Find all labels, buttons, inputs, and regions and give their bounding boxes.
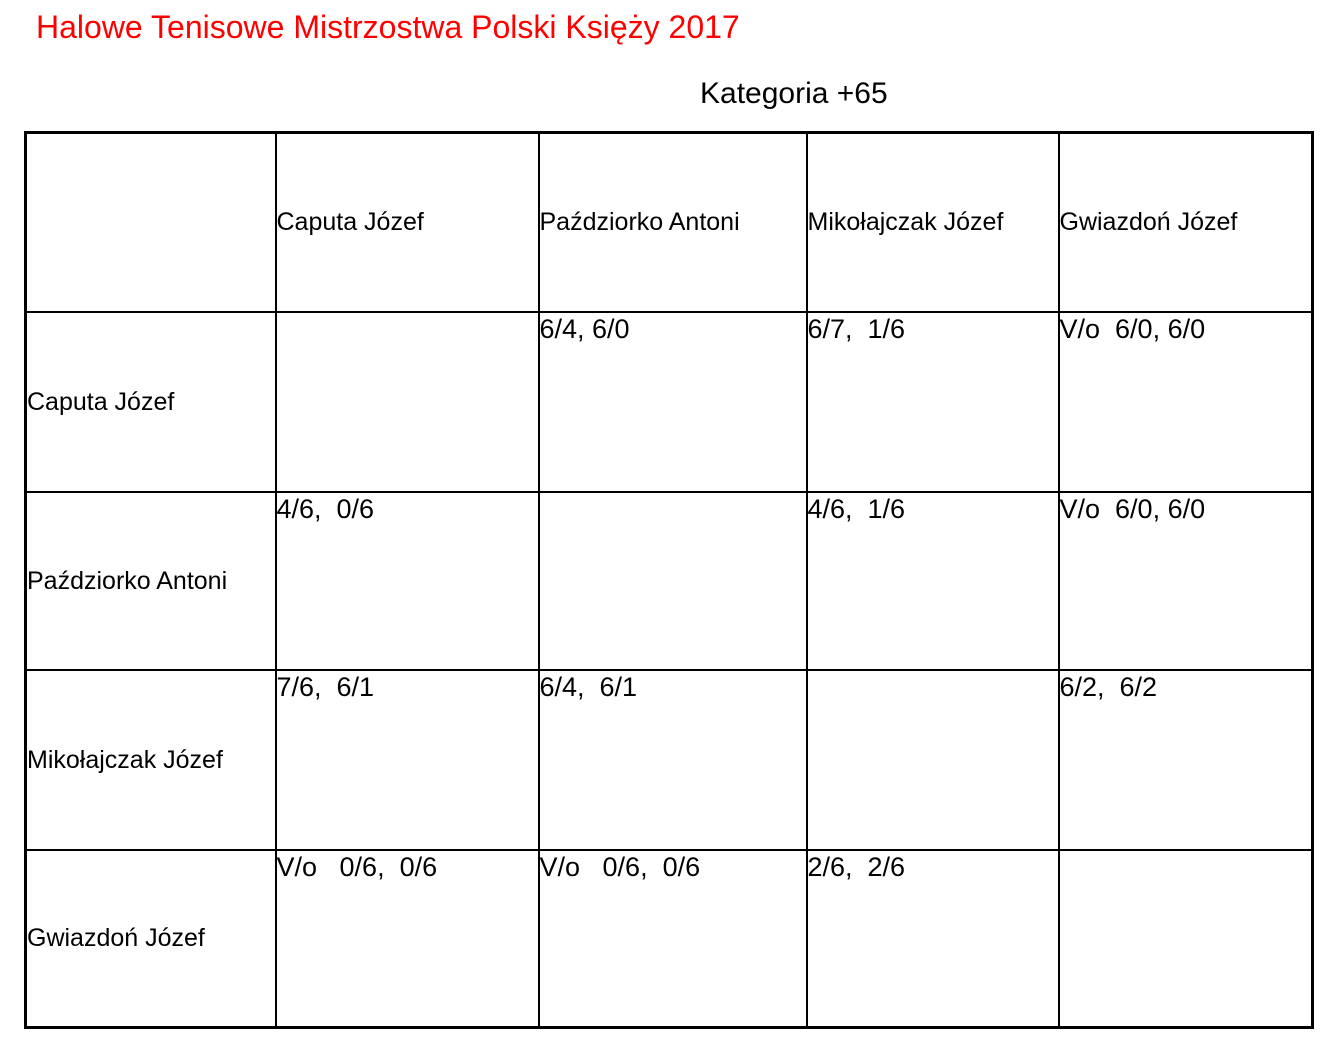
score-pazdziorko-vs-caputa: 4/6, 0/6 (274, 490, 540, 671)
corner-cell (24, 131, 277, 313)
score-gwiazdon-vs-pazdziorko: V/o 0/6, 0/6 (537, 848, 808, 1029)
diagonal-cell-caputa (274, 310, 540, 493)
diagonal-cell-pazdziorko (537, 490, 808, 671)
category-heading: Kategoria +65 (700, 77, 888, 110)
row-pazdziorko-antoni: Paździorko Antoni 4/6, 0/6 4/6, 1/6 V/o … (24, 490, 1314, 671)
row-label-gwiazdon-jozef: Gwiazdoń Józef (24, 848, 277, 1029)
diagonal-cell-gwiazdon (1057, 848, 1314, 1029)
col-header-caputa-jozef: Caputa Józef (274, 131, 540, 313)
row-mikolajczak-jozef: Mikołajczak Józef 7/6, 6/1 6/4, 6/1 6/2,… (24, 668, 1314, 851)
row-caputa-jozef: Caputa Józef 6/4, 6/0 6/7, 1/6 V/o 6/0, … (24, 310, 1314, 493)
diagonal-cell-mikolajczak (805, 668, 1060, 851)
score-mikolajczak-vs-caputa: 7/6, 6/1 (274, 668, 540, 851)
score-caputa-vs-gwiazdon: V/o 6/0, 6/0 (1057, 310, 1314, 493)
col-header-mikolajczak-jozef: Mikołajczak Józef (805, 131, 1060, 313)
page-title: Halowe Tenisowe Mistrzostwa Polski Księż… (36, 9, 740, 45)
score-caputa-vs-mikolajczak: 6/7, 1/6 (805, 310, 1060, 493)
row-gwiazdon-jozef: Gwiazdoń Józef V/o 0/6, 0/6 V/o 0/6, 0/6… (24, 848, 1314, 1029)
results-table: Caputa Józef Paździorko Antoni Mikołajcz… (24, 131, 1314, 1029)
row-label-caputa-jozef: Caputa Józef (24, 310, 277, 493)
header-row: Caputa Józef Paździorko Antoni Mikołajcz… (24, 131, 1314, 313)
row-label-pazdziorko-antoni: Paździorko Antoni (24, 490, 277, 671)
col-header-pazdziorko-antoni: Paździorko Antoni (537, 131, 808, 313)
score-pazdziorko-vs-mikolajczak: 4/6, 1/6 (805, 490, 1060, 671)
score-gwiazdon-vs-mikolajczak: 2/6, 2/6 (805, 848, 1060, 1029)
row-label-mikolajczak-jozef: Mikołajczak Józef (24, 668, 277, 851)
score-mikolajczak-vs-gwiazdon: 6/2, 6/2 (1057, 668, 1314, 851)
col-header-gwiazdon-jozef: Gwiazdoń Józef (1057, 131, 1314, 313)
score-gwiazdon-vs-caputa: V/o 0/6, 0/6 (274, 848, 540, 1029)
score-pazdziorko-vs-gwiazdon: V/o 6/0, 6/0 (1057, 490, 1314, 671)
score-caputa-vs-pazdziorko: 6/4, 6/0 (537, 310, 808, 493)
score-mikolajczak-vs-pazdziorko: 6/4, 6/1 (537, 668, 808, 851)
